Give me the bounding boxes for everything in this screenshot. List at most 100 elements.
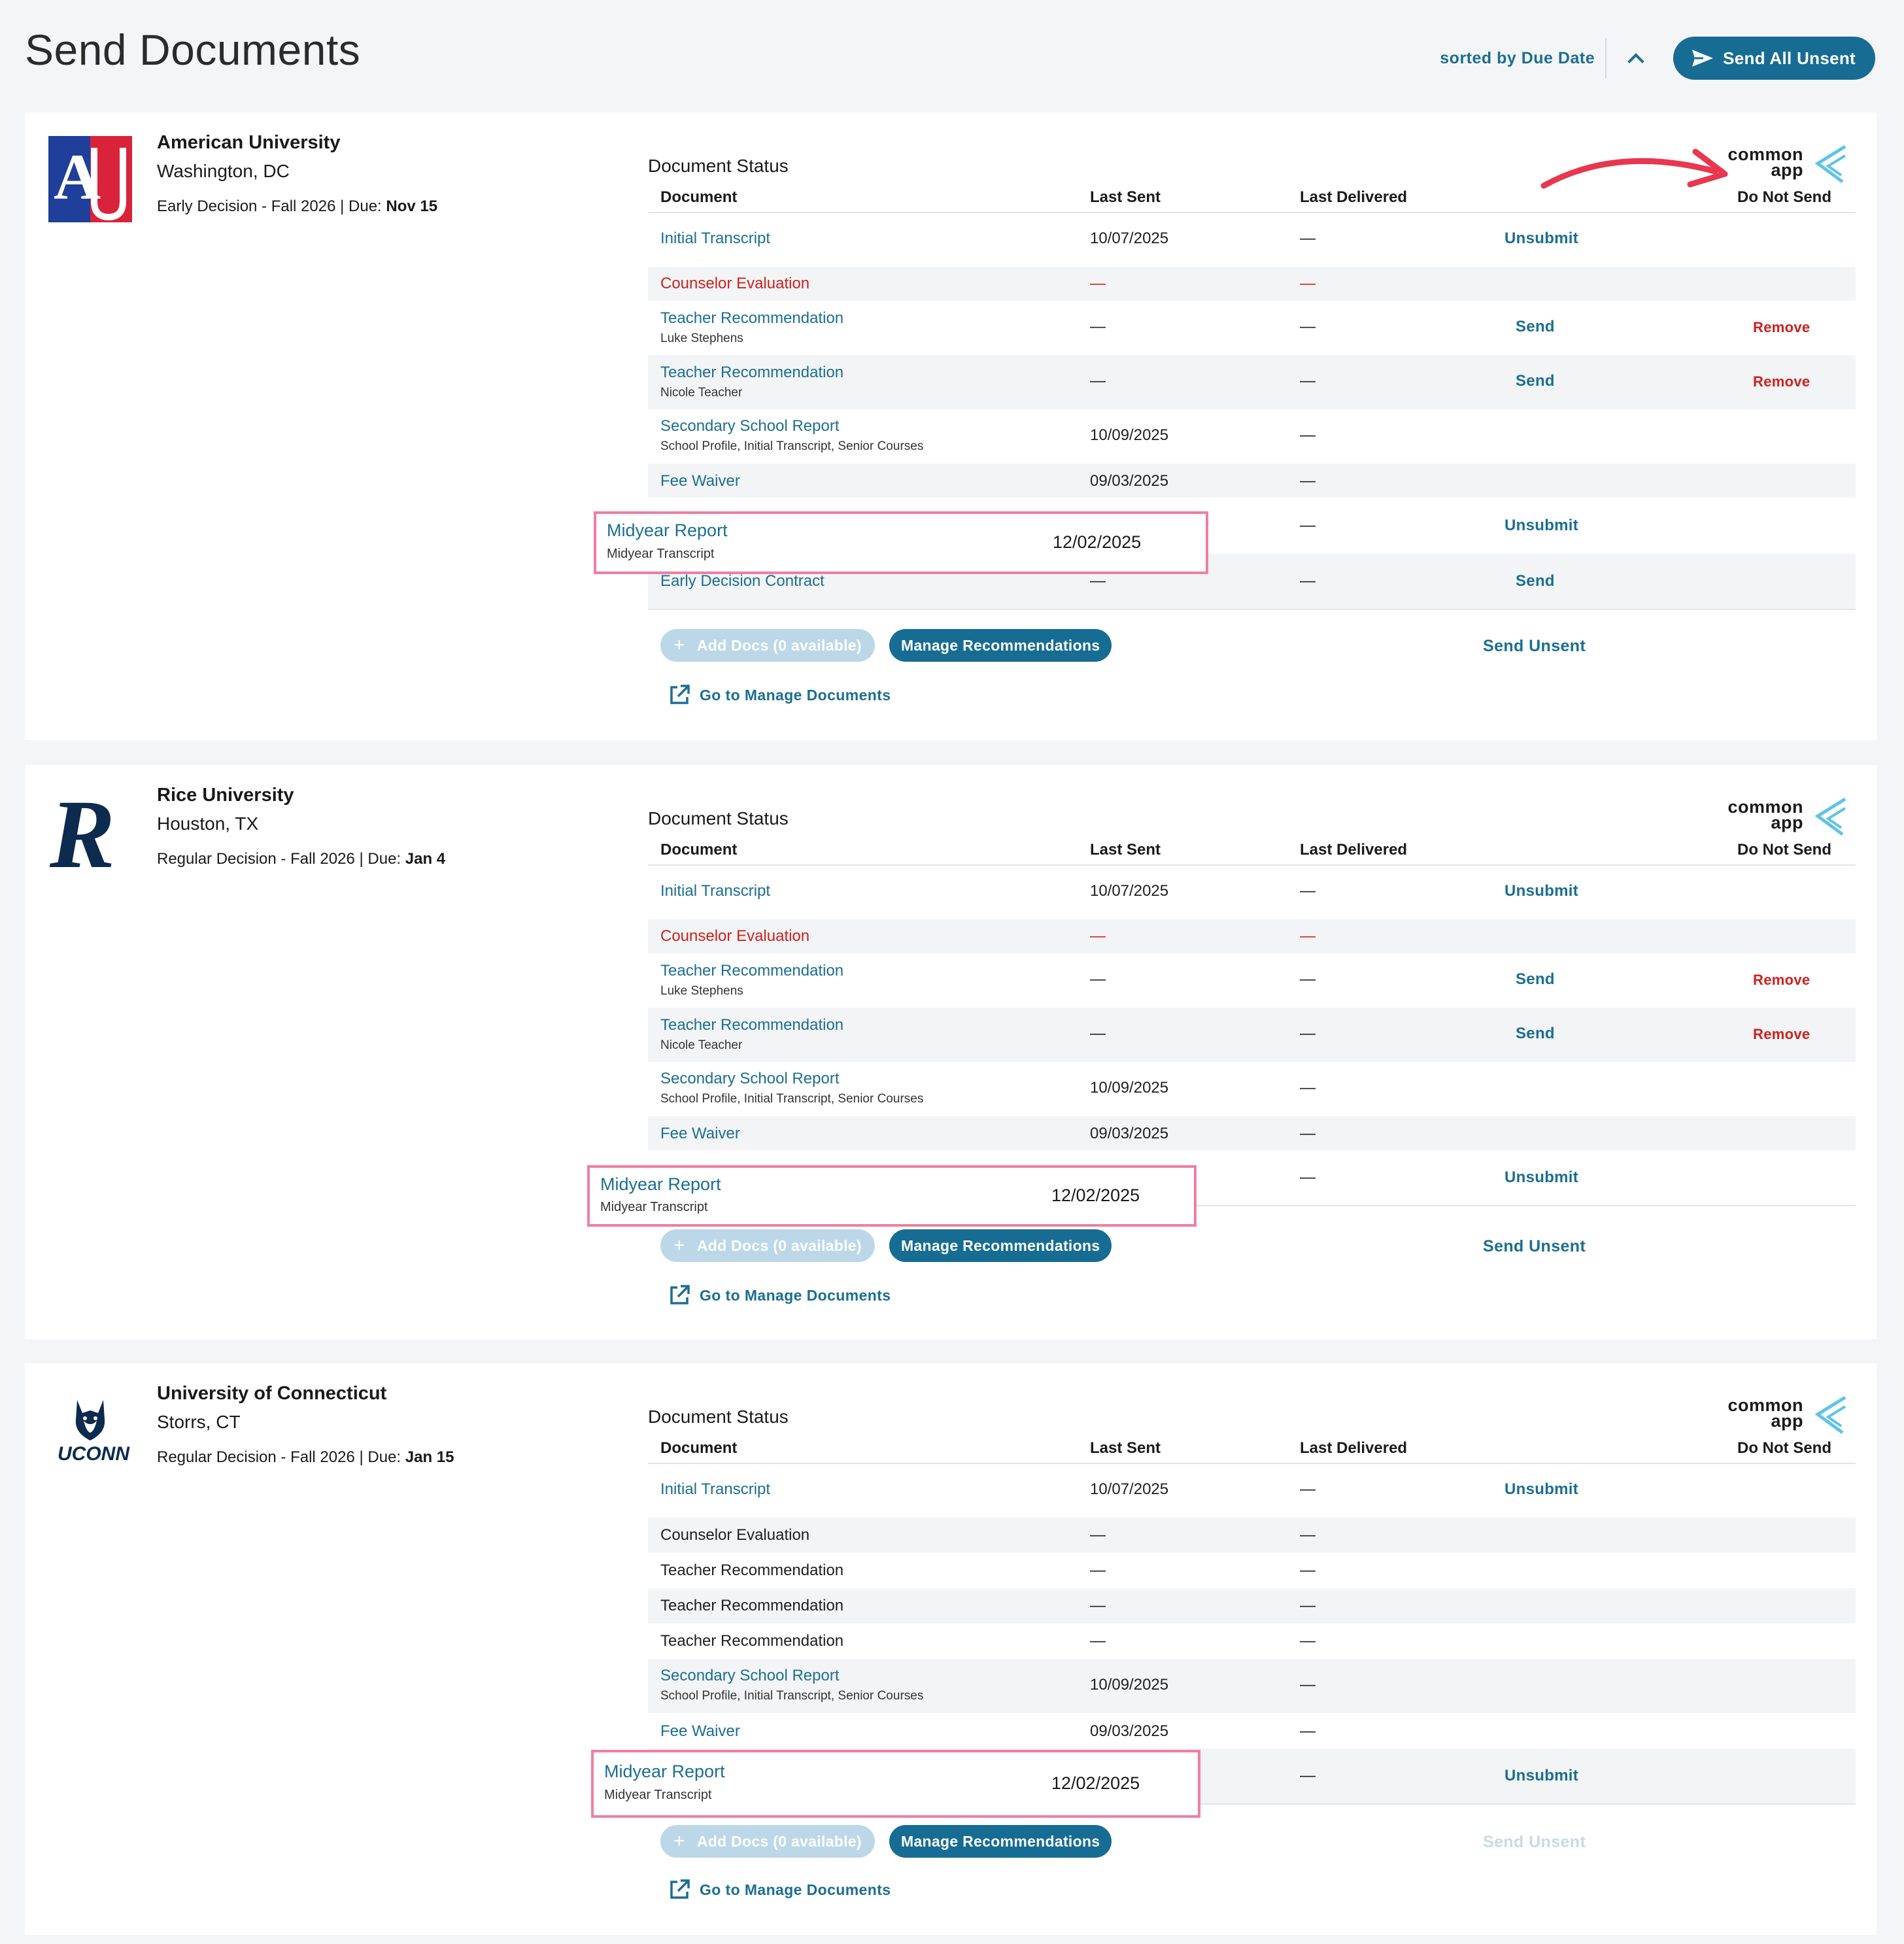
table-row: Initial Transcript 10/07/2025 — Unsubmit [648, 1464, 1856, 1518]
send-button[interactable]: Send [1516, 970, 1555, 988]
external-link-icon [670, 1879, 690, 1899]
last-delivered: — [1300, 970, 1316, 988]
last-delivered: — [1300, 1168, 1316, 1186]
table-row: Secondary School Report School Profile, … [648, 1659, 1856, 1713]
document-subtitle: Luke Stephens [660, 332, 743, 345]
header-document: Document [660, 841, 738, 859]
remove-button[interactable]: Remove [1753, 373, 1810, 390]
manage-recommendations-button[interactable]: Manage Recommendations [889, 1229, 1112, 1262]
sort-divider [1605, 38, 1607, 78]
document-link[interactable]: Fee Waiver [660, 1125, 740, 1142]
document-link[interactable]: Secondary School Report [660, 417, 840, 435]
remove-button[interactable]: Remove [1753, 1026, 1810, 1042]
document-link[interactable]: Teacher Recommendation [660, 364, 844, 381]
document-link[interactable]: Midyear Report [607, 520, 728, 540]
unsubmit-button[interactable]: Unsubmit [1504, 517, 1579, 534]
unsubmit-button[interactable]: Unsubmit [1504, 230, 1579, 247]
document-link[interactable]: Fee Waiver [660, 1722, 740, 1740]
document-subtitle: Nicole Teacher [660, 386, 743, 400]
document-link[interactable]: Teacher Recommendation [660, 962, 844, 980]
go-to-manage-documents-link[interactable]: Go to Manage Documents [668, 1879, 891, 1901]
school-name: University of Connecticut [157, 1383, 387, 1404]
document-status-title: Document Status [648, 1407, 789, 1427]
table-row: Teacher Recommendation Luke Stephens — —… [648, 301, 1856, 355]
manage-recommendations-button[interactable]: Manage Recommendations [889, 1825, 1112, 1858]
commonapp-logo: common app [1727, 1393, 1858, 1439]
send-unsent-button[interactable]: Send Unsent [1483, 1833, 1586, 1851]
document-link[interactable]: Initial Transcript [660, 230, 771, 247]
document-subtitle: School Profile, Initial Transcript, Seni… [660, 1689, 924, 1703]
remove-button[interactable]: Remove [1753, 972, 1810, 988]
last-delivered: — [1300, 882, 1316, 900]
last-delivered: — [1300, 372, 1316, 390]
document-label[interactable]: Counselor Evaluation [660, 927, 810, 945]
add-docs-button[interactable]: + Add Docs (0 available) [660, 629, 875, 662]
last-delivered: — [1300, 1722, 1316, 1740]
chevron-up-icon[interactable] [1627, 53, 1644, 70]
header-do-not-send: Do Not Send [1737, 841, 1831, 859]
last-sent: — [1090, 1526, 1106, 1544]
table-header: Document Last Sent Last Delivered Do Not… [648, 1435, 1856, 1464]
document-status-title: Document Status [648, 156, 789, 176]
document-link[interactable]: Midyear Report [600, 1174, 721, 1194]
document-link[interactable]: Teacher Recommendation [660, 1016, 844, 1034]
go-to-manage-documents-link[interactable]: Go to Manage Documents [668, 1284, 891, 1306]
svg-text:UCONN: UCONN [58, 1443, 130, 1465]
school-location: Storrs, CT [157, 1412, 241, 1432]
send-button[interactable]: Send [1516, 372, 1555, 390]
document-label[interactable]: Counselor Evaluation [660, 275, 810, 292]
add-docs-button[interactable]: + Add Docs (0 available) [660, 1229, 875, 1262]
document-link[interactable]: Initial Transcript [660, 882, 771, 900]
document-link[interactable]: Secondary School Report [660, 1667, 840, 1684]
unsubmit-button[interactable]: Unsubmit [1504, 1767, 1579, 1784]
remove-button[interactable]: Remove [1753, 319, 1810, 335]
last-delivered: — [1300, 1079, 1316, 1097]
commonapp-mark-icon [1814, 145, 1846, 184]
table-row: — Unsubmit [648, 498, 1856, 554]
send-unsent-button[interactable]: Send Unsent [1483, 637, 1586, 655]
manage-recommendations-button[interactable]: Manage Recommendations [889, 629, 1112, 662]
send-all-unsent-button[interactable]: Send All Unsent [1673, 37, 1875, 80]
plus-icon: + [673, 1830, 685, 1852]
table-row: Counselor Evaluation — — [648, 1518, 1856, 1553]
document-subtitle: Luke Stephens [660, 984, 743, 998]
school-name: Rice University [157, 785, 294, 806]
go-to-manage-documents-link[interactable]: Go to Manage Documents [668, 684, 891, 706]
header-last-sent: Last Sent [1090, 1439, 1161, 1457]
last-delivered: — [1300, 1526, 1316, 1544]
document-link[interactable]: Teacher Recommendation [660, 309, 844, 327]
midyear-report-highlight: Midyear Report Midyear Transcript 12/02/… [587, 1165, 1197, 1227]
add-docs-button[interactable]: + Add Docs (0 available) [660, 1825, 875, 1858]
send-button[interactable]: Send [1516, 572, 1555, 590]
last-delivered: — [1300, 1025, 1316, 1042]
unsubmit-button[interactable]: Unsubmit [1504, 882, 1579, 900]
document-link[interactable]: Midyear Report [604, 1762, 725, 1781]
last-sent: 10/09/2025 [1090, 1079, 1169, 1097]
last-sent: 12/02/2025 [1051, 1185, 1140, 1205]
document-link[interactable]: Initial Transcript [660, 1480, 771, 1498]
table-row: Counselor Evaluation — — [648, 267, 1856, 301]
school-card-american: A American University Washington, DC Ear… [25, 112, 1877, 740]
document-subtitle: Nicole Teacher [660, 1038, 743, 1052]
unsubmit-button[interactable]: Unsubmit [1504, 1480, 1579, 1498]
sort-label[interactable]: sorted by Due Date [1440, 48, 1595, 67]
header-document: Document [660, 1439, 738, 1457]
school-location: Houston, TX [157, 813, 259, 834]
school-plan: Regular Decision - Fall 2026 | Due: Jan … [157, 850, 446, 868]
send-unsent-button[interactable]: Send Unsent [1483, 1237, 1586, 1255]
document-link[interactable]: Secondary School Report [660, 1070, 840, 1087]
document-table: Document Last Sent Last Delivered Do Not… [648, 1435, 1856, 1805]
document-link[interactable]: Early Decision Contract [660, 572, 824, 590]
last-delivered: — [1300, 572, 1316, 590]
sort-bar: sorted by Due Date Send All Unsent [1440, 37, 1875, 80]
school-plan: Regular Decision - Fall 2026 | Due: Jan … [157, 1448, 454, 1466]
external-link-icon [670, 1285, 690, 1305]
table-row: Teacher Recommendation Nicole Teacher — … [648, 1008, 1856, 1062]
send-button[interactable]: Send [1516, 1025, 1555, 1042]
last-sent: — [1090, 1632, 1106, 1650]
table-row: Initial Transcript 10/07/2025 — Unsubmit [648, 866, 1856, 919]
unsubmit-button[interactable]: Unsubmit [1504, 1168, 1579, 1186]
send-button[interactable]: Send [1516, 318, 1555, 335]
american-university-logo: A [48, 136, 132, 222]
document-link[interactable]: Fee Waiver [660, 472, 740, 490]
